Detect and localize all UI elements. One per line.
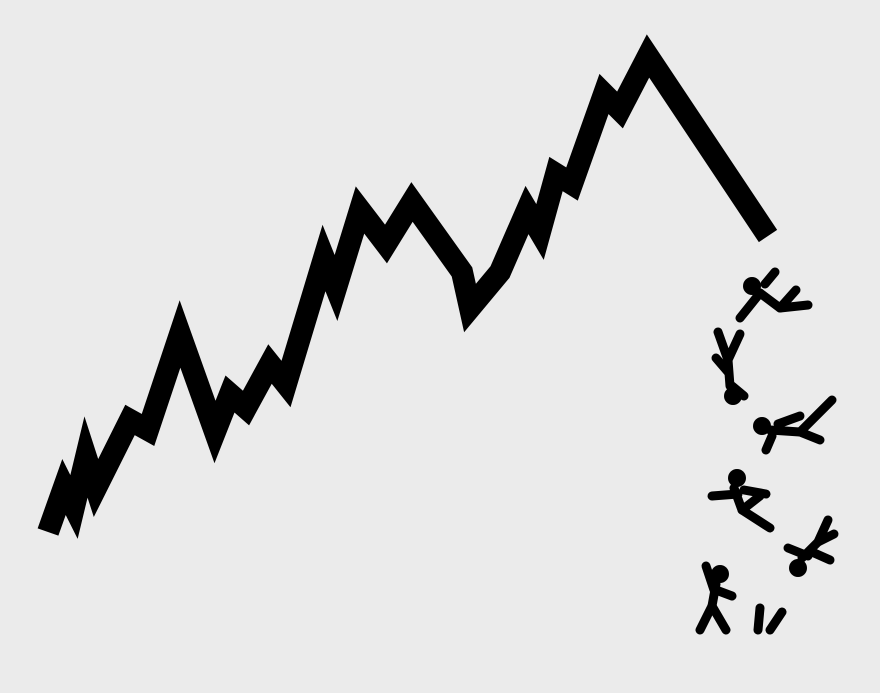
falling-person xyxy=(753,603,787,635)
falling-person xyxy=(707,469,775,533)
falling-person xyxy=(783,515,839,577)
falling-person xyxy=(753,395,837,455)
falling-person xyxy=(711,327,749,405)
falling-trend-line xyxy=(37,34,778,539)
falling-person xyxy=(695,561,737,635)
falling-person xyxy=(735,267,813,323)
